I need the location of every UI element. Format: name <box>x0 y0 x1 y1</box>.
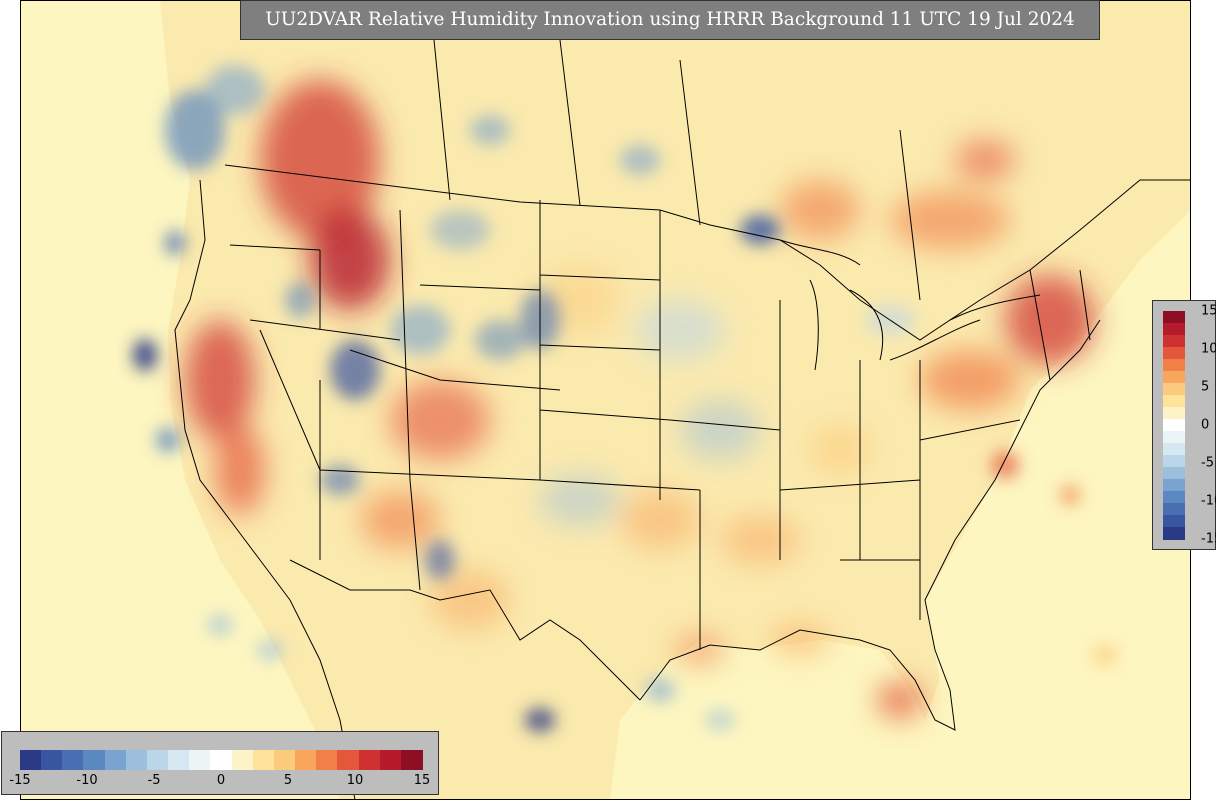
colorbar-swatch <box>41 750 63 770</box>
colorbar-swatch <box>210 750 233 770</box>
colorbar-swatch <box>125 750 148 770</box>
colorbar-swatch <box>379 750 402 770</box>
colorbar-swatch <box>1163 527 1185 540</box>
mexico-border <box>289 559 641 701</box>
gulf-coastline <box>639 319 1101 731</box>
colorbar-swatch <box>83 750 106 770</box>
colorbar-swatch <box>1163 431 1185 444</box>
colorbar-swatch <box>316 750 338 770</box>
colorbar-swatch <box>358 750 381 770</box>
colorbar-swatch <box>1163 395 1185 408</box>
colorbar-swatch <box>252 750 275 770</box>
colorbar-swatch <box>273 750 296 770</box>
colorbar-swatch <box>1163 383 1185 396</box>
colorbar-tick-label: -15 <box>9 773 31 788</box>
colorbar-swatch <box>1163 371 1185 384</box>
colorbar-swatch <box>189 750 211 770</box>
state-lines <box>229 200 1091 650</box>
colorbar-tick-label: 15 <box>413 773 431 788</box>
colorbar-swatch <box>1163 359 1185 372</box>
colorbar-tick-label: -5 <box>1201 455 1214 471</box>
canada-lines <box>429 0 921 301</box>
colorbar-tick-label: -5 <box>147 773 161 788</box>
colorbar-swatch <box>1163 515 1185 528</box>
colorbar-swatch <box>20 750 42 770</box>
colorbar-swatch <box>1163 491 1185 504</box>
boundaries <box>174 0 1191 800</box>
colorbar-swatch <box>1163 419 1185 432</box>
horizontal-colorbar: -15 -10 -5 0 5 10 15 <box>1 731 439 795</box>
colorbar-tick-label: -10 <box>1201 493 1216 509</box>
colorbar-swatch <box>400 750 423 770</box>
colorbar-swatch <box>1163 311 1185 324</box>
colorbar-swatch <box>337 750 360 770</box>
colorbar-tick-label: 0 <box>216 773 226 788</box>
anomaly-smooth-layer <box>185 80 1095 718</box>
vertical-colorbar: 15 10 5 0 -5 -10 -15 <box>1152 300 1216 550</box>
colorbar-tick-label: 0 <box>1201 417 1210 433</box>
pacific-coastline <box>174 179 356 800</box>
map-title: UU2DVAR Relative Humidity Innovation usi… <box>240 0 1100 40</box>
colorbar-swatch <box>231 750 254 770</box>
map-canvas[interactable] <box>20 0 1191 800</box>
colorbar-tick-label: 5 <box>283 773 293 788</box>
map-svg <box>20 0 1191 800</box>
colorbar-tick-label: 5 <box>1201 379 1210 395</box>
colorbar-swatch <box>104 750 127 770</box>
colorbar-swatch <box>1163 443 1185 456</box>
colorbar-swatch <box>1163 323 1185 336</box>
colorbar-swatch <box>1163 467 1185 480</box>
colorbar-tick-label: -15 <box>1201 531 1216 547</box>
colorbar-swatch <box>1163 335 1185 348</box>
great-lakes <box>779 239 1041 371</box>
colorbar-swatch <box>62 750 85 770</box>
colorbar-swatch <box>1163 407 1185 420</box>
colorbar-tick-label: 10 <box>1201 341 1216 357</box>
colorbar-swatch <box>1163 455 1185 468</box>
colorbar-swatch <box>168 750 190 770</box>
colorbar-tick-label: 10 <box>346 773 364 788</box>
colorbar-swatch <box>295 750 317 770</box>
colorbar-swatch <box>1163 503 1185 516</box>
colorbar-swatch <box>1163 479 1185 492</box>
colorbar-swatch <box>146 750 169 770</box>
colorbar-swatch <box>1163 347 1185 360</box>
colorbar-tick-label: 15 <box>1201 303 1216 319</box>
colorbar-tick-label: -10 <box>76 773 98 788</box>
